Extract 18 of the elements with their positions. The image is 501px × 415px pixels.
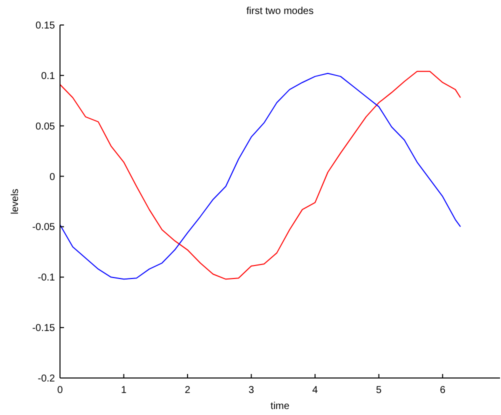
y-axis-title: levels (10, 188, 21, 214)
chart-title: first two modes (246, 6, 314, 17)
y-tick-label: 0.1 (41, 70, 56, 82)
x-tick-label: 5 (376, 385, 382, 396)
x-tick-label: 6 (440, 385, 446, 396)
x-tick-label: 2 (184, 385, 191, 396)
y-tick-label: -0.05 (32, 222, 56, 234)
x-tick-label: 0 (57, 385, 64, 396)
x-tick-label: 1 (120, 385, 127, 396)
y-tick-label: -0.1 (38, 272, 56, 284)
x-tick-label: 4 (312, 385, 318, 396)
y-tick-label: -0.2 (38, 374, 56, 384)
y-tick-label: -0.15 (32, 323, 56, 334)
x-axis-title: time (270, 401, 290, 412)
y-tick-label: 0.15 (36, 20, 56, 32)
y-tick-label: 0.05 (36, 121, 56, 132)
x-tick-label: 3 (248, 385, 255, 396)
y-tick-label: 0 (49, 172, 56, 183)
